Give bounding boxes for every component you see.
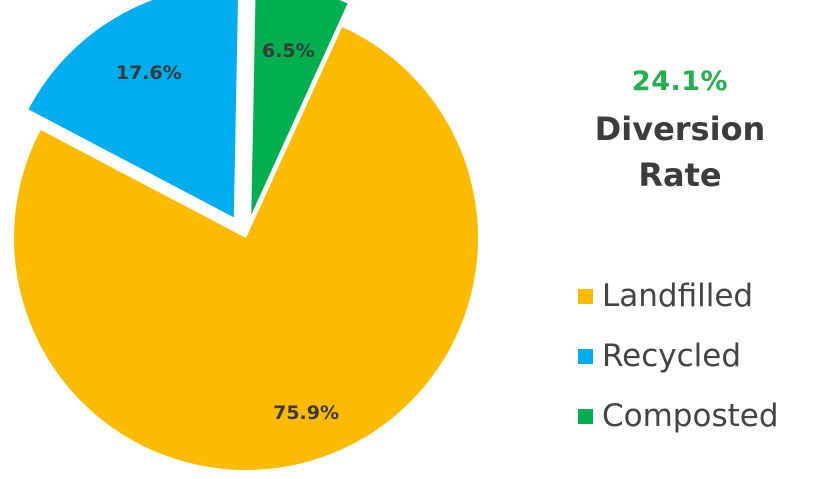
legend-item-recycled: Recycled bbox=[578, 326, 779, 386]
legend-label-recycled: Recycled bbox=[602, 338, 742, 374]
pie-label-landfilled: 75.9% bbox=[273, 402, 339, 424]
pie-label-composted: 6.5% bbox=[262, 40, 315, 62]
legend-label-composted: Composted bbox=[602, 398, 779, 434]
legend: Landfilled Recycled Composted bbox=[578, 266, 779, 446]
diversion-rate-label-line1: Diversion bbox=[594, 110, 766, 148]
legend-swatch-recycled bbox=[578, 348, 593, 364]
pie-slice-landfilled bbox=[14, 26, 479, 471]
legend-swatch-landfilled bbox=[578, 288, 593, 304]
pie-label-recycled: 17.6% bbox=[116, 62, 182, 84]
diversion-rate-label-line2: Rate bbox=[638, 156, 722, 194]
legend-item-composted: Composted bbox=[578, 386, 779, 446]
pie-chart: 75.9% 17.6% 6.5% bbox=[14, 0, 479, 471]
pie-slice-composted bbox=[251, 0, 348, 215]
diversion-rate-value: 24.1% bbox=[631, 66, 729, 97]
legend-item-landfilled: Landfilled bbox=[578, 266, 779, 326]
legend-swatch-composted bbox=[578, 408, 593, 424]
pie-slice-recycled bbox=[28, 0, 238, 218]
legend-label-landfilled: Landfilled bbox=[602, 278, 754, 314]
